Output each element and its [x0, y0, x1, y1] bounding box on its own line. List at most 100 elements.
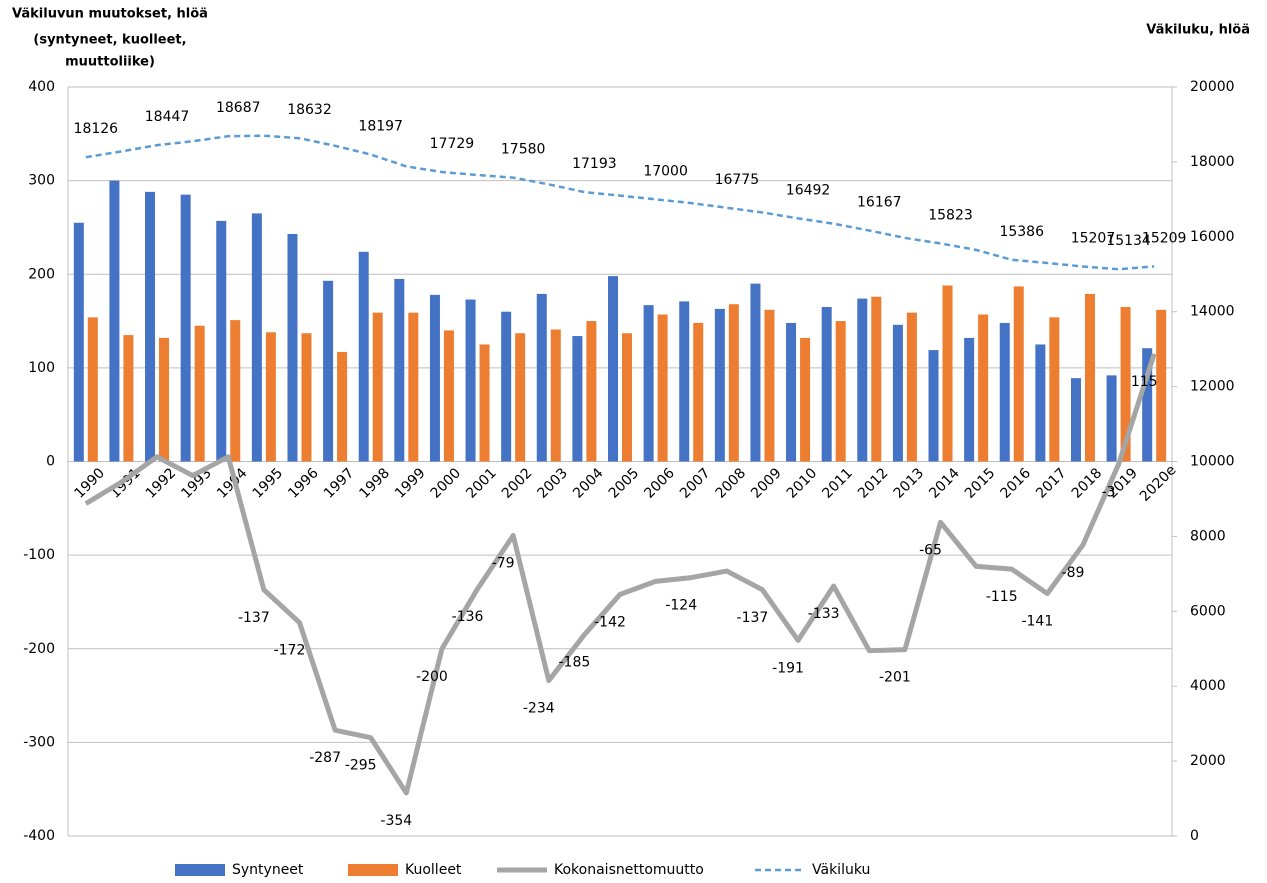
data-label: 17580	[501, 142, 546, 158]
data-label: -3	[1102, 484, 1116, 500]
bar	[265, 332, 276, 462]
data-label: -141	[1021, 614, 1053, 630]
y-tick-label: 100	[28, 360, 55, 376]
bar	[408, 312, 419, 462]
data-label: 15207	[1071, 230, 1116, 246]
bar	[301, 333, 312, 462]
bar	[1156, 309, 1167, 462]
data-label: -137	[737, 610, 769, 626]
bar	[87, 317, 98, 462]
y2-tick-label: 8000	[1190, 528, 1226, 544]
bar	[892, 324, 903, 462]
bar	[536, 293, 547, 462]
data-label: 15209	[1142, 230, 1187, 246]
bar	[1035, 344, 1046, 462]
y2-tick-label: 10000	[1190, 454, 1235, 470]
bar	[145, 191, 156, 462]
data-label: -133	[808, 606, 840, 622]
bar	[1013, 286, 1024, 462]
bar	[964, 337, 975, 462]
bar	[501, 311, 512, 462]
data-label: -172	[274, 643, 306, 659]
data-label: -89	[1062, 565, 1085, 581]
y2-tick-label: 0	[1190, 828, 1199, 844]
data-label: -295	[345, 758, 377, 774]
data-label: -136	[452, 609, 484, 625]
y2-tick-label: 14000	[1190, 304, 1235, 320]
y-tick-label: 0	[46, 454, 55, 470]
y2-tick-label: 12000	[1190, 379, 1235, 395]
legend-label: Väkiluku	[812, 862, 870, 878]
bar	[73, 222, 84, 462]
y-tick-label: -100	[23, 547, 55, 563]
data-label: 18126	[74, 121, 119, 137]
data-label: 15823	[928, 207, 973, 223]
y-axis-title: (syntyneet, kuolleet,	[33, 33, 186, 48]
legend-swatch	[348, 864, 398, 876]
y-axis-title: muuttoliike)	[65, 55, 155, 70]
data-label: 18632	[287, 102, 332, 118]
y-tick-label: 400	[28, 79, 55, 95]
bar	[372, 312, 383, 462]
bar	[1049, 317, 1060, 462]
data-label: -137	[238, 610, 270, 626]
bar	[1120, 307, 1131, 462]
bar	[1106, 375, 1117, 462]
bar	[928, 350, 939, 462]
data-label: 17193	[572, 156, 617, 172]
bar	[857, 298, 868, 462]
data-label: 16775	[715, 172, 760, 188]
bar	[978, 314, 989, 462]
legend-label: Syntyneet	[232, 862, 304, 878]
data-label: 17000	[643, 163, 688, 179]
bar	[337, 351, 348, 462]
y2-tick-label: 2000	[1190, 753, 1226, 769]
data-label: 18197	[358, 119, 403, 135]
data-label: -287	[309, 750, 341, 766]
y-tick-label: -400	[23, 828, 55, 844]
bar	[942, 285, 953, 462]
bar	[465, 299, 476, 462]
bar	[714, 308, 725, 462]
bar	[194, 325, 205, 462]
bar	[835, 321, 846, 462]
bar	[608, 276, 618, 462]
data-label: -185	[558, 655, 590, 671]
bar	[999, 322, 1010, 462]
bar	[572, 336, 583, 462]
y-tick-label: -200	[23, 641, 55, 657]
y-axis-title: Väkiluvun muutokset, hlöä	[12, 7, 208, 22]
bar	[515, 333, 526, 462]
bar	[251, 213, 262, 462]
data-label: 15386	[999, 224, 1044, 240]
bar	[643, 305, 654, 462]
y-tick-label: 300	[28, 173, 55, 189]
bar	[800, 337, 811, 462]
bar	[180, 194, 191, 462]
data-label: 18447	[145, 109, 190, 125]
bar	[786, 322, 797, 462]
bar	[109, 180, 120, 462]
data-label: -65	[919, 542, 942, 558]
data-label: -115	[986, 589, 1018, 605]
bar	[622, 333, 632, 462]
data-label: 17729	[430, 136, 475, 152]
data-label: 16492	[786, 182, 831, 198]
y-tick-label: 200	[28, 266, 55, 282]
bar	[479, 344, 490, 462]
y2-axis-title: Väkiluku, hlöä	[1146, 23, 1250, 38]
bar	[216, 220, 227, 462]
line	[85, 134, 1155, 271]
bar	[323, 280, 334, 462]
data-label: 115	[1131, 374, 1158, 390]
legend-label: Kuolleet	[405, 862, 462, 878]
y2-tick-label: 6000	[1190, 603, 1226, 619]
data-label: -142	[594, 614, 626, 630]
bar	[906, 312, 917, 462]
bar	[394, 278, 405, 462]
data-label: 16167	[857, 195, 902, 211]
bar	[1084, 293, 1095, 462]
bar	[1142, 348, 1153, 462]
bar	[586, 321, 597, 462]
bar	[871, 296, 882, 462]
